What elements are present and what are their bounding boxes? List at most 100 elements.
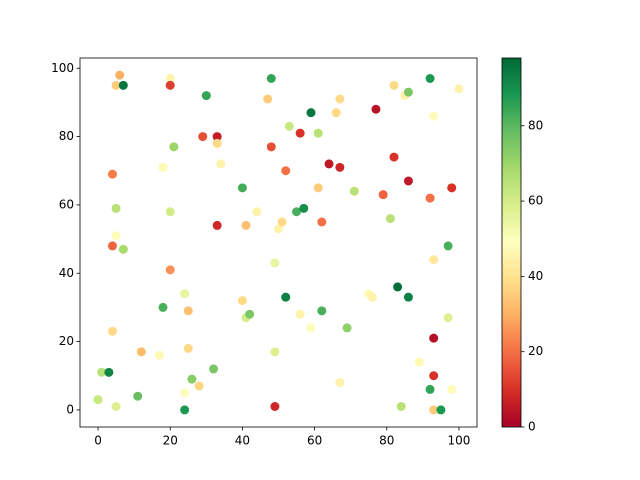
point [335, 162, 345, 172]
point [385, 214, 395, 224]
point [93, 395, 103, 405]
point [284, 121, 294, 131]
point [115, 70, 125, 80]
point [201, 91, 211, 101]
point [165, 207, 175, 217]
point [111, 402, 121, 411]
point [429, 255, 439, 265]
point [187, 374, 197, 384]
plot-area [93, 70, 464, 415]
point [443, 313, 453, 323]
point [317, 217, 327, 227]
x-tick-label: 40 [235, 434, 250, 448]
point [154, 350, 164, 360]
point [403, 292, 413, 302]
point [429, 371, 439, 381]
point [194, 381, 204, 391]
axes-frame [79, 57, 478, 428]
point [252, 207, 262, 217]
point [281, 292, 291, 302]
point [158, 162, 168, 172]
point [104, 367, 114, 377]
x-tick-label: 100 [448, 434, 471, 448]
point [245, 309, 255, 319]
point [111, 203, 121, 213]
point [447, 183, 457, 193]
point [331, 108, 341, 118]
point [180, 405, 190, 415]
point [313, 183, 323, 193]
point [317, 306, 327, 316]
point [165, 80, 175, 90]
point [299, 203, 309, 213]
point [136, 347, 146, 357]
point [277, 217, 287, 227]
point [371, 104, 381, 114]
point [454, 84, 464, 94]
point [270, 402, 280, 411]
point [306, 323, 316, 333]
point [180, 289, 190, 299]
point [237, 296, 247, 306]
point [209, 364, 219, 374]
point [425, 193, 435, 203]
y-tick-label: 20 [59, 334, 74, 348]
point [281, 166, 291, 176]
y-tick-label: 100 [51, 61, 74, 75]
point [335, 378, 345, 388]
colorbar-tick-label: 60 [528, 194, 543, 208]
point [158, 302, 168, 312]
point [97, 367, 107, 377]
point [274, 224, 283, 234]
x-tick-label: 80 [379, 434, 394, 448]
colorbar-tick-label: 0 [528, 420, 536, 434]
point [335, 94, 345, 104]
colorbar-tick-label: 20 [528, 344, 543, 358]
point [429, 405, 439, 415]
point [313, 128, 323, 138]
point [443, 241, 453, 251]
point [107, 326, 117, 336]
point [111, 231, 121, 241]
point [183, 306, 193, 316]
point [266, 142, 276, 152]
point [270, 347, 280, 357]
point [403, 176, 413, 186]
point [180, 388, 190, 398]
point [118, 244, 128, 254]
x-tick-label: 20 [163, 434, 178, 448]
point [292, 207, 302, 217]
point [133, 391, 143, 401]
point [389, 80, 399, 90]
point [349, 186, 359, 196]
colorbar [502, 58, 521, 427]
point [169, 142, 179, 152]
point [266, 74, 276, 83]
point [295, 309, 305, 319]
point [436, 405, 446, 415]
point [165, 74, 175, 83]
x-tick-label: 0 [94, 434, 102, 448]
point [324, 159, 334, 169]
y-tick-label: 0 [66, 402, 74, 416]
colorbar-tick-label: 80 [528, 118, 543, 132]
point [389, 152, 399, 162]
point [212, 132, 222, 142]
point [429, 111, 439, 121]
point [393, 282, 403, 292]
point [111, 80, 121, 90]
point [216, 159, 226, 169]
point [295, 128, 305, 138]
point [306, 108, 316, 118]
point [212, 220, 222, 230]
point [367, 292, 377, 302]
point [270, 258, 280, 268]
y-tick-label: 80 [59, 129, 74, 143]
y-tick-label: 40 [59, 266, 74, 280]
point [198, 132, 208, 142]
point [378, 190, 388, 200]
y-tick-label: 60 [59, 197, 74, 211]
point [183, 343, 193, 353]
point [342, 323, 352, 333]
